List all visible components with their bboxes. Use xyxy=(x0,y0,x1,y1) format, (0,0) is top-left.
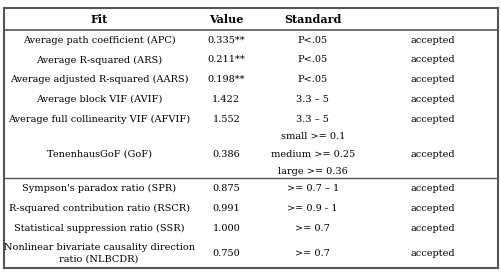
Text: >= 0.7: >= 0.7 xyxy=(295,249,330,258)
Text: 1.552: 1.552 xyxy=(212,115,240,124)
Text: 0.198**: 0.198** xyxy=(207,75,244,84)
Text: 3.3 – 5: 3.3 – 5 xyxy=(296,95,329,104)
Text: >= 0.9 - 1: >= 0.9 - 1 xyxy=(287,204,337,213)
Text: medium >= 0.25: medium >= 0.25 xyxy=(270,150,354,158)
Text: 0.750: 0.750 xyxy=(212,249,239,258)
Text: large >= 0.36: large >= 0.36 xyxy=(278,167,347,176)
Text: >= 0.7: >= 0.7 xyxy=(295,224,330,233)
Text: Fit: Fit xyxy=(90,14,108,25)
Text: accepted: accepted xyxy=(409,115,454,124)
Text: Nonlinear bivariate causality direction
ratio (NLBCDR): Nonlinear bivariate causality direction … xyxy=(4,243,194,263)
Text: Statistical suppression ratio (SSR): Statistical suppression ratio (SSR) xyxy=(14,224,184,233)
Text: P<.05: P<.05 xyxy=(297,55,327,65)
Text: accepted: accepted xyxy=(409,184,454,193)
Text: 0.991: 0.991 xyxy=(212,204,239,213)
Text: Sympson's paradox ratio (SPR): Sympson's paradox ratio (SPR) xyxy=(22,184,176,193)
Text: small >= 0.1: small >= 0.1 xyxy=(280,132,344,141)
Text: 0.211**: 0.211** xyxy=(207,55,244,65)
Text: 1.000: 1.000 xyxy=(212,224,239,233)
Text: Value: Value xyxy=(209,14,243,25)
Text: accepted: accepted xyxy=(409,75,454,84)
Text: Standard: Standard xyxy=(284,14,341,25)
Text: TenenhausGoF (GoF): TenenhausGoF (GoF) xyxy=(47,150,151,158)
Text: accepted: accepted xyxy=(409,150,454,158)
Text: accepted: accepted xyxy=(409,95,454,104)
Text: >= 0.7 – 1: >= 0.7 – 1 xyxy=(286,184,338,193)
Text: 0.335**: 0.335** xyxy=(207,36,244,45)
Text: Average path coefficient (APC): Average path coefficient (APC) xyxy=(23,36,175,45)
Text: 3.3 – 5: 3.3 – 5 xyxy=(296,115,329,124)
Text: Average adjusted R-squared (AARS): Average adjusted R-squared (AARS) xyxy=(10,75,188,84)
Text: Average full collinearity VIF (AFVIF): Average full collinearity VIF (AFVIF) xyxy=(8,115,190,124)
Text: accepted: accepted xyxy=(409,204,454,213)
Text: 0.386: 0.386 xyxy=(212,150,239,158)
Text: Average block VIF (AVIF): Average block VIF (AVIF) xyxy=(36,95,162,104)
Text: accepted: accepted xyxy=(409,249,454,258)
Text: Average R-squared (ARS): Average R-squared (ARS) xyxy=(36,55,162,65)
Text: accepted: accepted xyxy=(409,55,454,65)
Text: 1.422: 1.422 xyxy=(212,95,240,104)
Text: P<.05: P<.05 xyxy=(297,36,327,45)
Text: accepted: accepted xyxy=(409,224,454,233)
Text: R-squared contribution ratio (RSCR): R-squared contribution ratio (RSCR) xyxy=(9,204,189,213)
Text: 0.875: 0.875 xyxy=(212,184,239,193)
Text: P<.05: P<.05 xyxy=(297,75,327,84)
Text: accepted: accepted xyxy=(409,36,454,45)
